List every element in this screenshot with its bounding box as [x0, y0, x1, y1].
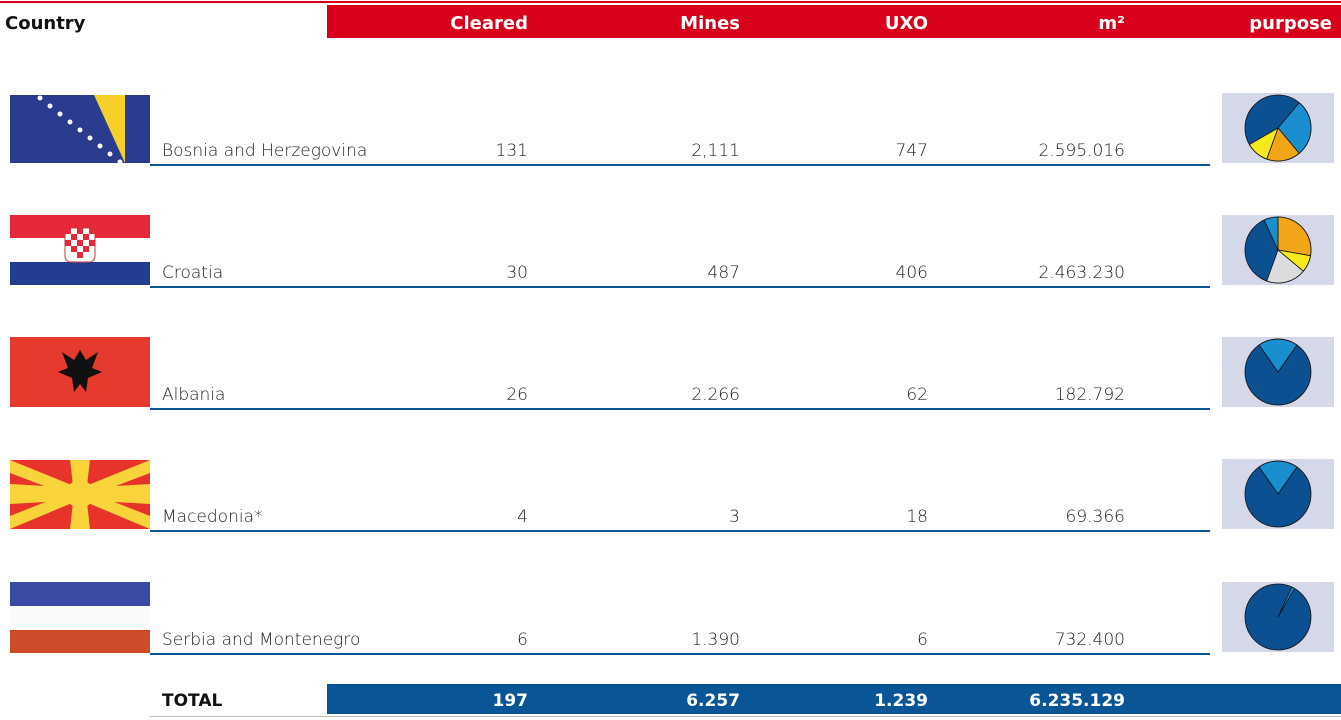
flag-albania	[10, 337, 150, 407]
country-cell: Macedonia*	[162, 507, 263, 527]
row-rule	[150, 286, 1210, 288]
header-cell: Country	[5, 13, 86, 34]
table-cell: 62	[906, 385, 928, 405]
table-cell: 6	[517, 630, 528, 650]
total-cell: 6.235.129	[1029, 691, 1125, 711]
table-cell: 2,111	[691, 141, 740, 161]
flag-bosnia	[10, 95, 150, 165]
row-rule	[150, 530, 1210, 532]
flag-serbia	[10, 582, 150, 653]
table-cell: 69.366	[1066, 507, 1125, 527]
country-cell: Bosnia and Herzegovina	[162, 141, 367, 161]
table-cell: 406	[896, 263, 928, 283]
total-cell: 1.239	[874, 691, 928, 711]
country-cell: Serbia and Montenegro	[162, 630, 360, 650]
table-cell: 3	[729, 507, 740, 527]
bottom-rule	[150, 716, 1341, 717]
header-cell: Mines	[680, 13, 740, 34]
table-cell: 2.266	[691, 385, 740, 405]
table-cell: 2.595.016	[1038, 141, 1125, 161]
header-cell: UXO	[885, 13, 928, 34]
table-cell: 1.390	[691, 630, 740, 650]
purpose-pie	[1222, 93, 1334, 163]
table-cell: 487	[708, 263, 740, 283]
table-cell: 30	[506, 263, 528, 283]
purpose-pie	[1222, 582, 1334, 652]
header-cell: m²	[1098, 13, 1125, 34]
table-cell: 131	[496, 141, 528, 161]
top-rule	[0, 1, 1341, 3]
table-cell: 2.463.230	[1038, 263, 1125, 283]
table-cell: 732.400	[1055, 630, 1125, 650]
table-cell: 26	[506, 385, 528, 405]
header-cell: purpose	[1249, 13, 1332, 34]
total-cell: 6.257	[686, 691, 740, 711]
purpose-pie	[1222, 215, 1334, 285]
header-cell: Cleared	[450, 13, 528, 34]
total-cell: 197	[493, 691, 529, 711]
table-cell: 4	[517, 507, 528, 527]
table-cell: 6	[917, 630, 928, 650]
flag-macedonia	[10, 460, 150, 529]
total-bar	[327, 684, 1341, 714]
row-rule	[150, 408, 1210, 410]
row-rule	[150, 164, 1210, 166]
row-rule	[150, 653, 1210, 655]
total-label: TOTAL	[162, 691, 222, 711]
purpose-pie	[1222, 459, 1334, 529]
flag-croatia	[10, 215, 150, 285]
country-cell: Albania	[162, 385, 225, 405]
table-cell: 182.792	[1055, 385, 1125, 405]
header-bar	[327, 5, 1341, 38]
purpose-pie	[1222, 337, 1334, 407]
table-cell: 18	[906, 507, 928, 527]
country-cell: Croatia	[162, 263, 223, 283]
table-cell: 747	[896, 141, 928, 161]
